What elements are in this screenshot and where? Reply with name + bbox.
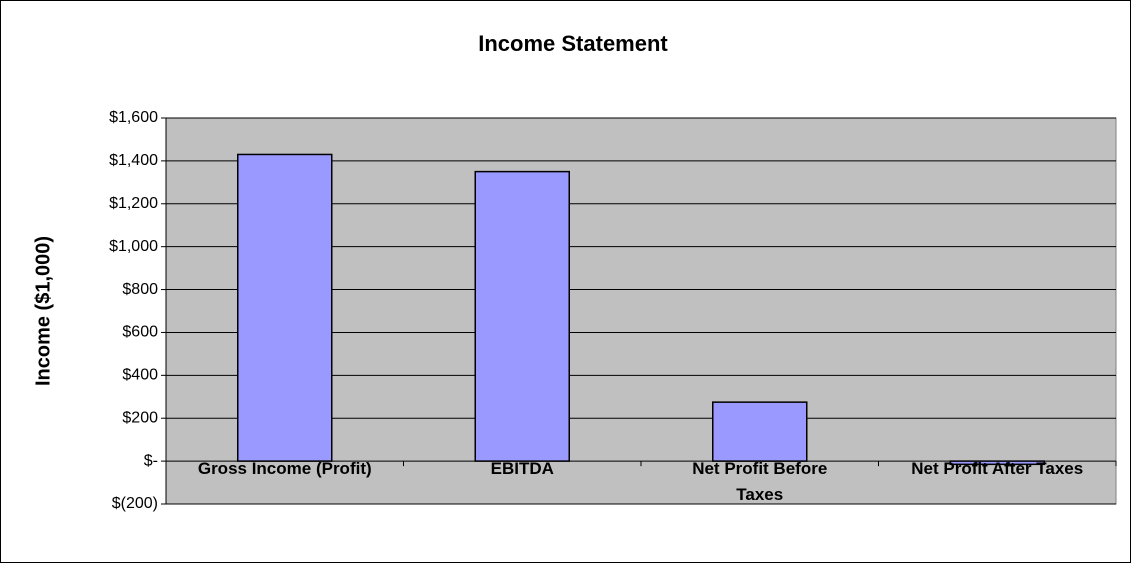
chart-title: Income Statement [478,31,668,56]
y-tick-label: $1,200 [109,195,158,212]
y-tick-label: $1,000 [109,238,158,255]
y-axis-label: Income ($1,000) [32,236,54,386]
y-tick-label: $1,600 [109,109,158,126]
y-tick-label: $(200) [112,495,158,512]
bar [237,153,333,462]
y-tick-label: $200 [122,409,158,426]
x-tick-label: Net Profit After Taxes [911,459,1084,478]
x-tick-label: EBITDA [490,459,554,478]
bar [474,170,570,462]
x-tick-label: Gross Income (Profit) [197,459,372,478]
y-tick-label: $400 [122,367,158,384]
y-tick-label: $600 [122,324,158,341]
x-tick-label: Net Profit Before Taxes [692,459,828,504]
y-tick-label: $800 [122,281,158,298]
bar [712,401,808,462]
y-tick-label: $- [144,452,158,469]
y-tick-label: $1,400 [109,152,158,169]
bar [949,460,1045,466]
